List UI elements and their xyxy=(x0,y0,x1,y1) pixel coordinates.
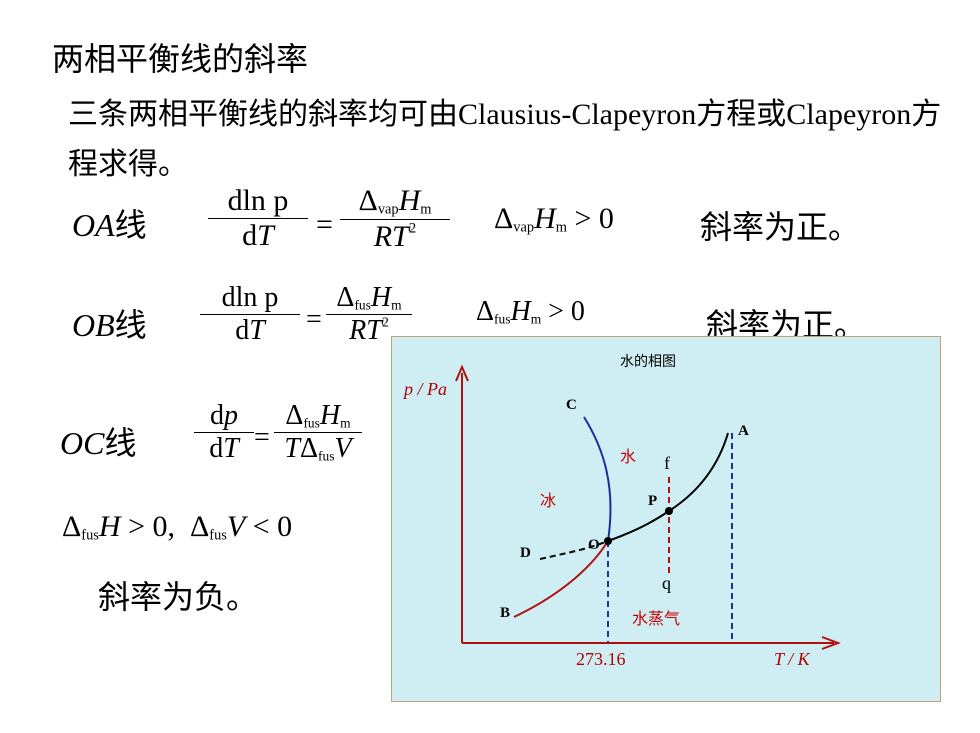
ob-label: OB线 xyxy=(72,306,147,344)
fraction-bar xyxy=(340,218,450,220)
oa-rhs-fraction: ΔvapHm RT2 xyxy=(340,184,450,254)
oa-condition: ΔvapHm > 0 xyxy=(494,202,614,236)
equals-sign: = xyxy=(254,422,270,453)
fraction-bar xyxy=(200,314,300,315)
intro-paragraph: 三条两相平衡线的斜率均可由Clausius-Clapeyron方程或Clapey… xyxy=(68,98,942,181)
x-axis-label: T / K xyxy=(774,649,810,669)
od-dashed-curve xyxy=(539,540,609,560)
y-axis-label: p / Pa xyxy=(404,379,447,399)
oc-label: OC线 xyxy=(60,424,137,462)
label-p: P xyxy=(648,493,658,509)
region-vapor: 水蒸气 xyxy=(632,609,681,628)
point-p-marker xyxy=(665,507,673,515)
ob-rhs-fraction: ΔfusHm RT2 xyxy=(326,282,412,347)
region-ice: 冰 xyxy=(540,491,557,510)
equals-sign: = xyxy=(316,208,333,241)
phase-diagram-svg xyxy=(455,364,841,650)
point-o-marker xyxy=(604,537,612,545)
oa-label: OA线 xyxy=(72,206,147,244)
fraction-bar xyxy=(194,432,254,433)
oc-lhs-fraction: dp dT xyxy=(194,400,254,465)
ob-condition: ΔfusHm > 0 xyxy=(476,296,585,327)
oc-curve xyxy=(583,416,612,542)
label-o: O xyxy=(588,537,600,553)
oa-lhs-fraction: dln p dT xyxy=(208,184,308,253)
label-a: A xyxy=(738,423,749,439)
label-b: B xyxy=(500,605,511,621)
x-axis-arrow-icon xyxy=(821,636,841,650)
x-tick-273: 273.16 xyxy=(576,649,626,669)
equals-sign: = xyxy=(306,304,322,335)
oc-slope-text: 斜率为负。 xyxy=(98,578,259,616)
oa-rhs-denominator: RT2 xyxy=(373,219,417,253)
oa-slope-text: 斜率为正。 xyxy=(700,208,861,246)
ob-lhs-fraction: dln p dT xyxy=(200,282,300,347)
oa-rhs-numerator: ΔvapHm xyxy=(358,184,432,218)
ob-curve xyxy=(513,540,609,618)
water-phase-diagram: 水的相图 p / Pa T / K 273.16 C A D O P B f q… xyxy=(391,336,941,702)
diagram-title: 水的相图 xyxy=(620,354,676,370)
fraction-bar xyxy=(274,432,362,433)
fraction-bar xyxy=(326,314,412,315)
section-heading: 两相平衡线的斜率 xyxy=(52,40,309,78)
label-d: D xyxy=(520,545,531,561)
label-f: f xyxy=(664,453,670,473)
label-c: C xyxy=(566,397,577,413)
oa-lhs-denominator: dT xyxy=(242,219,274,252)
y-axis-arrow-icon xyxy=(455,364,469,382)
oc-rhs-fraction: ΔfusHm TΔfusV xyxy=(274,400,362,465)
oa-lhs-numerator: dln p xyxy=(227,184,289,217)
region-water: 水 xyxy=(620,447,637,466)
label-q: q xyxy=(662,573,671,593)
fraction-bar xyxy=(208,218,308,219)
oc-conditions: ΔfusH > 0, ΔfusV < 0 xyxy=(62,510,293,544)
